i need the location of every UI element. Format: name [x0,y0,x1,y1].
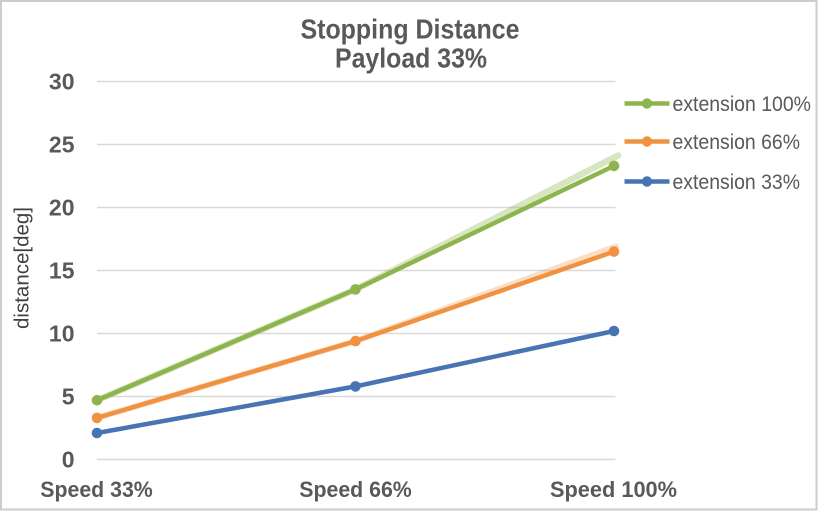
svg-text:Speed 33%: Speed 33% [40,477,153,502]
svg-text:20: 20 [49,195,75,221]
svg-text:15: 15 [49,258,75,284]
svg-text:25: 25 [49,132,75,158]
svg-text:0: 0 [62,447,75,473]
svg-text:30: 30 [49,69,75,95]
svg-text:Stopping Distance: Stopping Distance [301,13,520,44]
svg-text:extension 100%: extension 100% [673,93,812,116]
svg-text:distance[deg]: distance[deg] [12,207,34,329]
svg-text:extension 66%: extension 66% [673,131,801,154]
svg-text:extension 33%: extension 33% [673,171,801,194]
svg-text:5: 5 [62,384,75,410]
svg-text:Payload 33%: Payload 33% [335,42,487,73]
svg-text:Speed 100%: Speed 100% [550,477,677,502]
svg-text:10: 10 [49,321,75,347]
svg-text:Speed 66%: Speed 66% [299,477,412,502]
